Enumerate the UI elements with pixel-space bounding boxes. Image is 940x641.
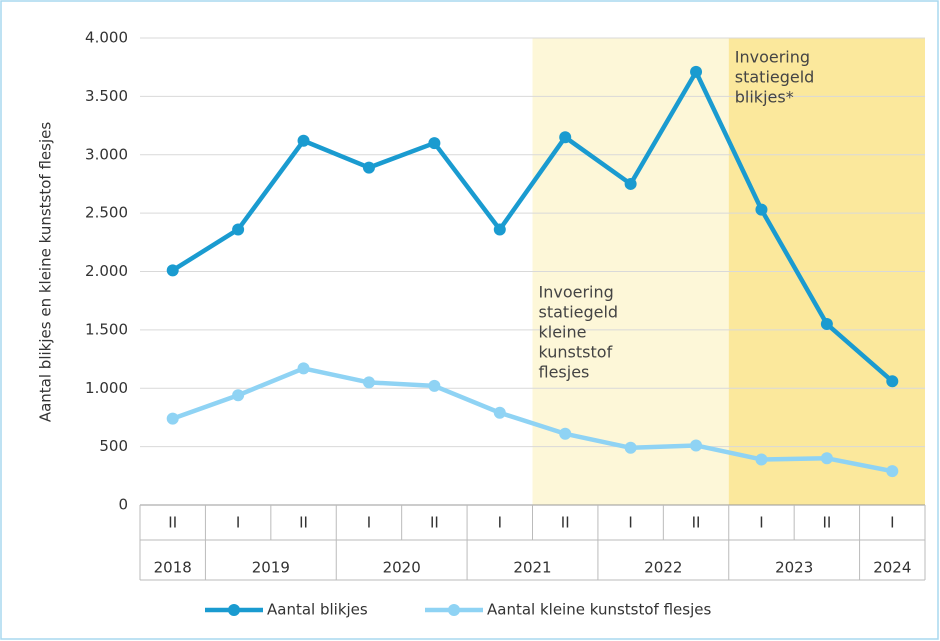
y-tick-label: 1.000 [85, 379, 128, 397]
x-tick-label: II [430, 514, 439, 532]
data-point [166, 412, 179, 425]
y-tick-label: 0 [118, 496, 128, 514]
x-tick-label: I [236, 514, 240, 532]
x-tick-label: I [367, 514, 371, 532]
series-line [171, 366, 893, 474]
annotation: blikjes* [735, 88, 794, 107]
annotation: kleine [539, 323, 587, 342]
data-point [232, 389, 245, 402]
annotation: statiegeld [539, 303, 619, 322]
x-tick-label: I [628, 514, 632, 532]
annotation: kunststof [539, 343, 613, 362]
y-axis-label: Aantal blikjes en kleine kunststof flesj… [37, 122, 55, 422]
x-tick-label: II [168, 514, 177, 532]
data-point [690, 65, 703, 78]
y-tick-label: 2.000 [85, 262, 128, 280]
data-point [297, 362, 310, 375]
x-group-label: 2019 [252, 559, 290, 577]
y-tick-label: 4.000 [85, 29, 128, 47]
annotation: statiegeld [735, 68, 815, 87]
data-point [232, 223, 245, 236]
x-tick-label: I [890, 514, 894, 532]
x-group-label: 2020 [383, 559, 421, 577]
x-tick-label: II [822, 514, 831, 532]
data-point [820, 452, 833, 465]
data-point [886, 465, 899, 478]
y-tick-label: 3.000 [85, 145, 128, 163]
x-tick-label: II [692, 514, 701, 532]
data-point [297, 134, 310, 147]
legend-marker [228, 604, 240, 616]
x-tick-label: I [498, 514, 502, 532]
x-tick-label: II [561, 514, 570, 532]
data-point [755, 453, 768, 466]
y-tick-label: 1.500 [85, 320, 128, 338]
data-point [690, 439, 703, 452]
annotation: Invoering [539, 283, 614, 302]
x-group-label: 2018 [154, 559, 192, 577]
legend-label: Aantal blikjes [267, 601, 368, 619]
data-point [362, 376, 375, 389]
data-point [428, 137, 441, 150]
x-group-label: 2023 [775, 559, 813, 577]
data-point [820, 318, 833, 331]
data-point [362, 161, 375, 174]
x-group-label: 2021 [513, 559, 551, 577]
data-point [755, 203, 768, 216]
data-point [559, 427, 572, 440]
data-point [428, 379, 441, 392]
data-point [493, 406, 506, 419]
data-point [493, 223, 506, 236]
data-point [166, 264, 179, 277]
data-point [559, 131, 572, 144]
x-group-label: 2022 [644, 559, 682, 577]
x-tick-label: II [299, 514, 308, 532]
y-tick-label: 3.500 [85, 87, 128, 105]
series-line [171, 69, 894, 383]
annotation: Invoering [735, 48, 810, 67]
y-tick-label: 500 [99, 437, 128, 455]
legend-label: Aantal kleine kunststof flesjes [487, 601, 711, 619]
legend-marker [448, 604, 460, 616]
data-point [624, 441, 637, 454]
x-tick-label: I [759, 514, 763, 532]
data-point [886, 375, 899, 388]
y-tick-label: 2.500 [85, 204, 128, 222]
data-point [624, 177, 637, 190]
annotation: flesjes [539, 363, 590, 382]
x-group-label: 2024 [873, 559, 911, 577]
